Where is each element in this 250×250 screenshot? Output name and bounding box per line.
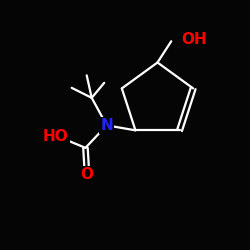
Text: HO: HO: [42, 128, 68, 144]
Text: OH: OH: [181, 32, 206, 47]
Text: O: O: [80, 167, 93, 182]
Text: N: N: [100, 118, 113, 133]
